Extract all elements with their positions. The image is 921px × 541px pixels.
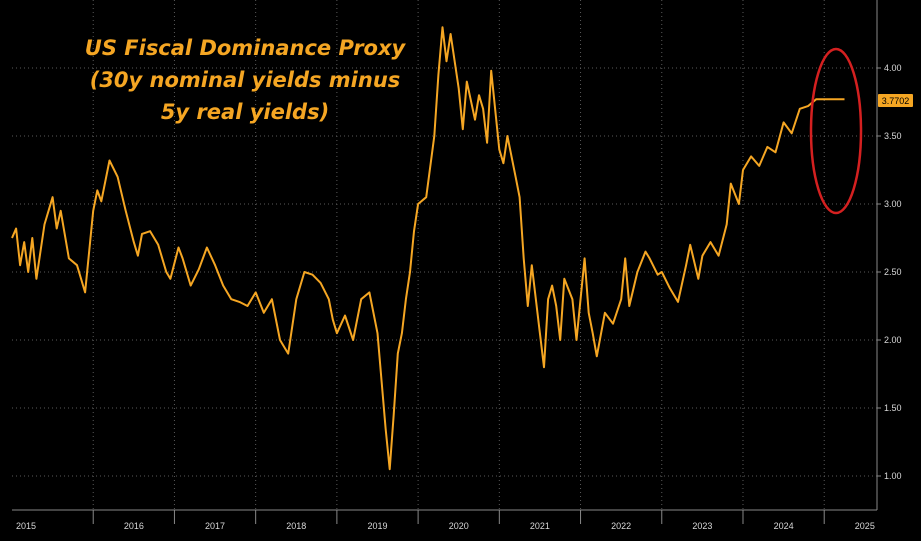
x-tick-label: 2017: [205, 521, 225, 531]
y-tick-label: 3.50: [884, 131, 902, 141]
x-tick-label: 2020: [449, 521, 469, 531]
chart-title-line-2: (30y nominal yields minus: [90, 68, 401, 92]
series-layer: [11, 26, 845, 471]
x-tick-label: 2023: [692, 521, 712, 531]
x-tick-label: 2016: [124, 521, 144, 531]
y-tick-label: 1.00: [884, 471, 902, 481]
y-tick-label: 2.00: [884, 335, 902, 345]
y-tick-label: 4.00: [884, 63, 902, 73]
x-tick-label: 2019: [367, 521, 387, 531]
y-tick-label: 1.50: [884, 403, 902, 413]
x-tick-label: 2018: [286, 521, 306, 531]
chart-title-line-3: 5y real yields): [161, 100, 329, 124]
x-axis: 2015 2016 2017 2018 2019 2020 2021 2022 2023 2024…: [16, 510, 875, 531]
y-axis: 1.00 1.50 2.00 2.50 3.00 3.50 4.00: [877, 63, 902, 481]
y-tick-label: 3.00: [884, 199, 902, 209]
highlight-ellipse: [809, 47, 863, 215]
last-value-label-bg: [878, 94, 913, 107]
x-tick-label: 2021: [530, 521, 550, 531]
chart-title-line-1: US Fiscal Dominance Proxy: [85, 36, 407, 60]
x-tick-label: 2022: [611, 521, 631, 531]
last-value-label-text: 3.7702: [882, 96, 910, 106]
y-tick-label: 2.50: [884, 267, 902, 277]
chart-title: US Fiscal Dominance Proxy (30y nominal y…: [85, 36, 407, 124]
x-tick-label: 2015: [16, 521, 36, 531]
last-value-label: 3.7702: [878, 94, 913, 107]
grid-lines: [12, 0, 877, 510]
series-line: [11, 26, 845, 471]
x-tick-label: 2024: [774, 521, 794, 531]
x-tick-label: 2025: [855, 521, 875, 531]
